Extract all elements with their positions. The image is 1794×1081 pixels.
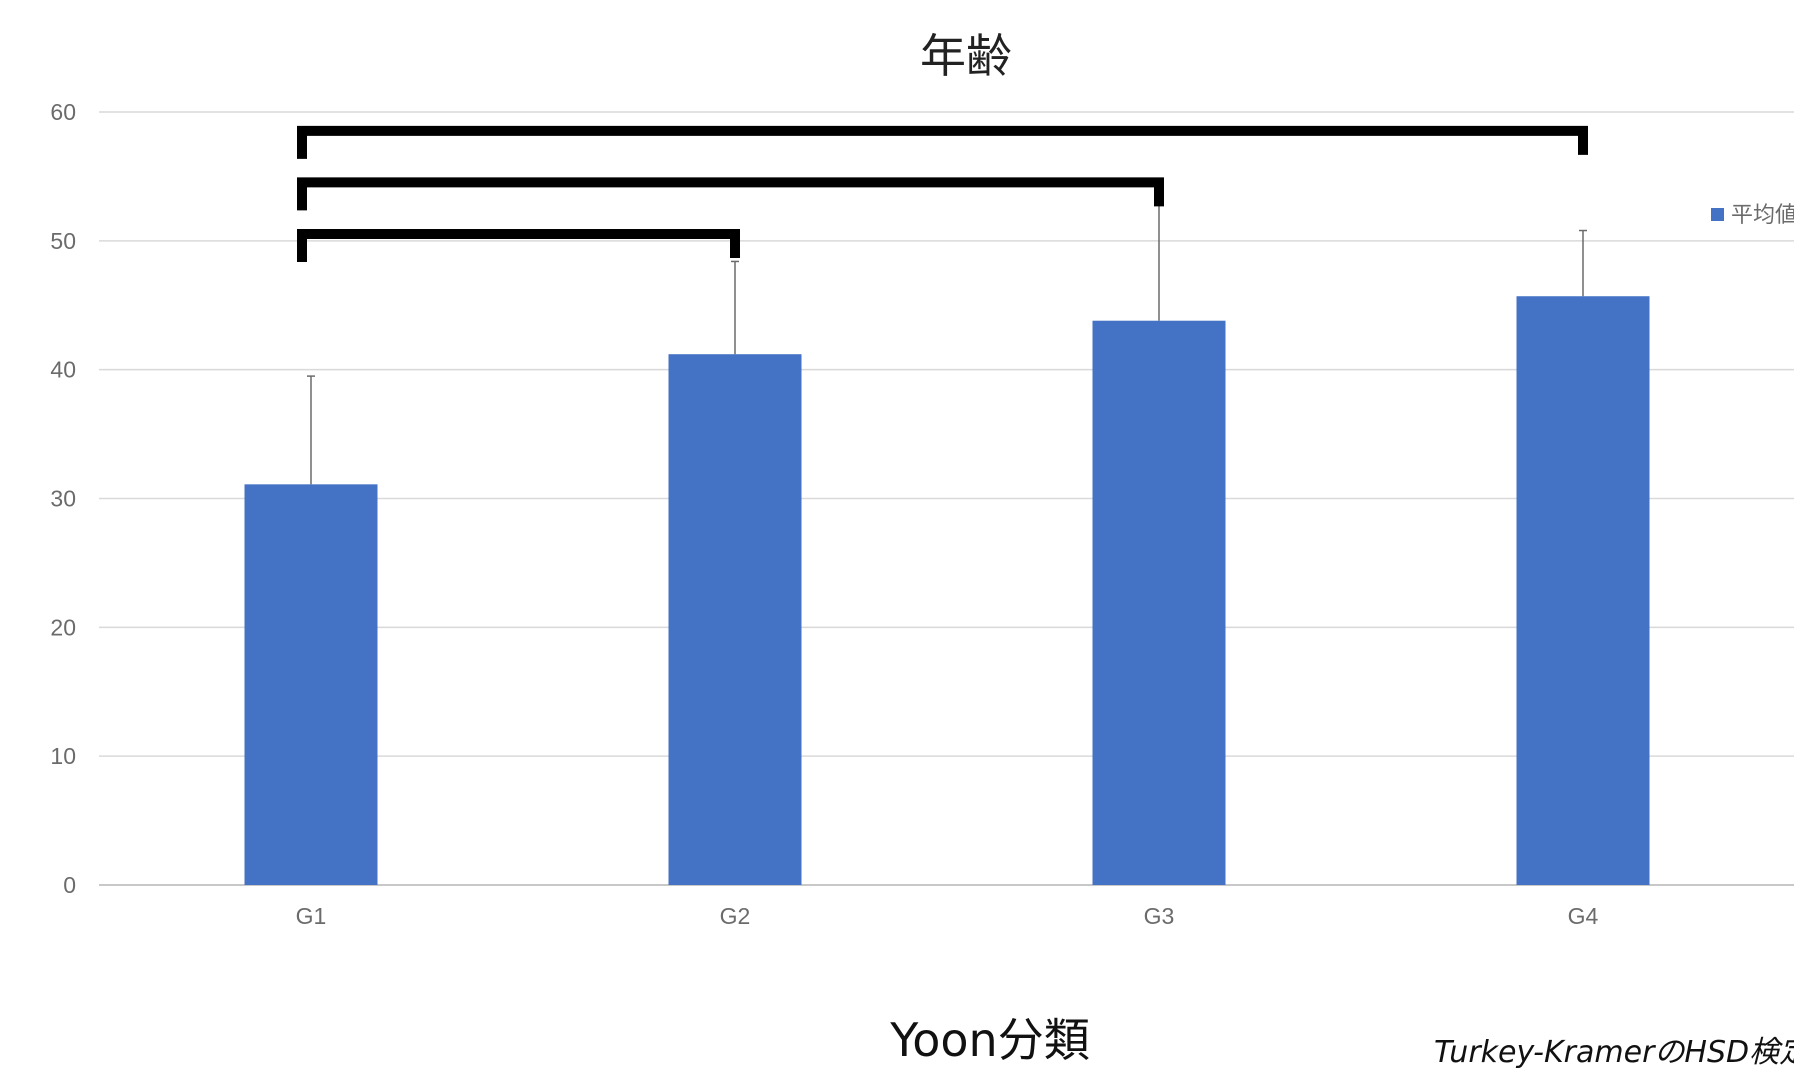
- bar-g2: [668, 354, 802, 885]
- bars: [244, 296, 1650, 886]
- bar-g1: [244, 484, 378, 885]
- significance-bracket-g1-g2: [297, 228, 740, 262]
- y-tick-label: 50: [50, 228, 76, 254]
- y-tick-label: 40: [50, 357, 76, 383]
- x-tick-label: G3: [1144, 903, 1175, 929]
- y-axis-ticks: 0 10 20 30 40 50 60: [50, 99, 76, 898]
- significance-bracket-g1-g4: [297, 125, 1588, 159]
- y-tick-label: 10: [50, 743, 76, 769]
- footnote: Turkey-KramerのHSD検定: [1434, 1035, 1794, 1070]
- legend-label: 平均値: [1731, 203, 1794, 228]
- y-tick-label: 20: [50, 614, 76, 640]
- y-tick-label: 60: [50, 99, 76, 125]
- chart-title: 年齢: [920, 29, 1012, 83]
- bar-g3: [1092, 320, 1226, 886]
- legend-swatch: [1711, 208, 1724, 221]
- x-tick-label: G4: [1568, 903, 1599, 929]
- x-tick-label: G1: [296, 903, 327, 929]
- significance-brackets: [297, 125, 1588, 262]
- significance-bracket-g1-g3: [297, 177, 1164, 211]
- bar-g4: [1516, 296, 1650, 885]
- legend: 平均値: [1711, 203, 1794, 228]
- x-axis-ticks: G1 G2 G3 G4: [296, 903, 1599, 929]
- error-bars: [307, 198, 1587, 485]
- x-tick-label: G2: [720, 903, 751, 929]
- y-tick-label: 30: [50, 486, 76, 512]
- gridlines: [99, 111, 1794, 886]
- x-axis-title: Yoon分類: [889, 1013, 1089, 1067]
- y-tick-label: 0: [63, 872, 76, 898]
